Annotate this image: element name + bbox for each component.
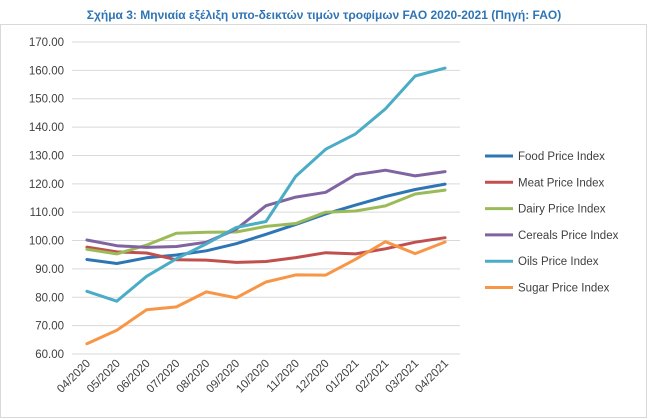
series-line-dairy-price-index xyxy=(85,188,447,256)
y-tick-label: 140.00 xyxy=(29,122,64,134)
y-tick-label: 60.00 xyxy=(35,349,64,361)
x-tick-label: 04/2021 xyxy=(413,358,451,396)
legend-label: Oils Price Index xyxy=(518,256,599,268)
chart-frame xyxy=(0,24,647,418)
series-line-sugar-price-index xyxy=(85,240,447,346)
series-line-cereals-price-index xyxy=(85,168,447,249)
chart-title: Σχήμα 3: Μηνιαία εξέλιξη υπο-δεικτών τιμ… xyxy=(86,8,562,22)
y-tick-label: 70.00 xyxy=(35,321,64,333)
series-line-meat-price-index xyxy=(85,236,447,264)
series-line-oils-price-index xyxy=(85,66,447,303)
y-tick-label: 100.00 xyxy=(29,236,64,248)
y-tick-label: 150.00 xyxy=(29,94,64,106)
x-tick-label: 10/2020 xyxy=(234,358,272,396)
y-tick-label: 80.00 xyxy=(35,292,64,304)
y-tick-label: 120.00 xyxy=(29,179,64,191)
legend-label: Sugar Price Index xyxy=(518,283,610,295)
legend-label: Dairy Price Index xyxy=(518,204,606,216)
legend-label: Meat Price Index xyxy=(518,177,605,189)
series-line-food-price-index xyxy=(85,182,447,265)
legend-label: Food Price Index xyxy=(518,151,605,163)
y-tick-label: 110.00 xyxy=(30,207,64,219)
y-tick-label: 170.00 xyxy=(29,37,64,49)
y-tick-label: 130.00 xyxy=(29,150,64,162)
legend-label: Cereals Price Index xyxy=(518,230,619,242)
y-tick-label: 90.00 xyxy=(35,264,64,276)
y-tick-label: 160.00 xyxy=(29,65,64,77)
